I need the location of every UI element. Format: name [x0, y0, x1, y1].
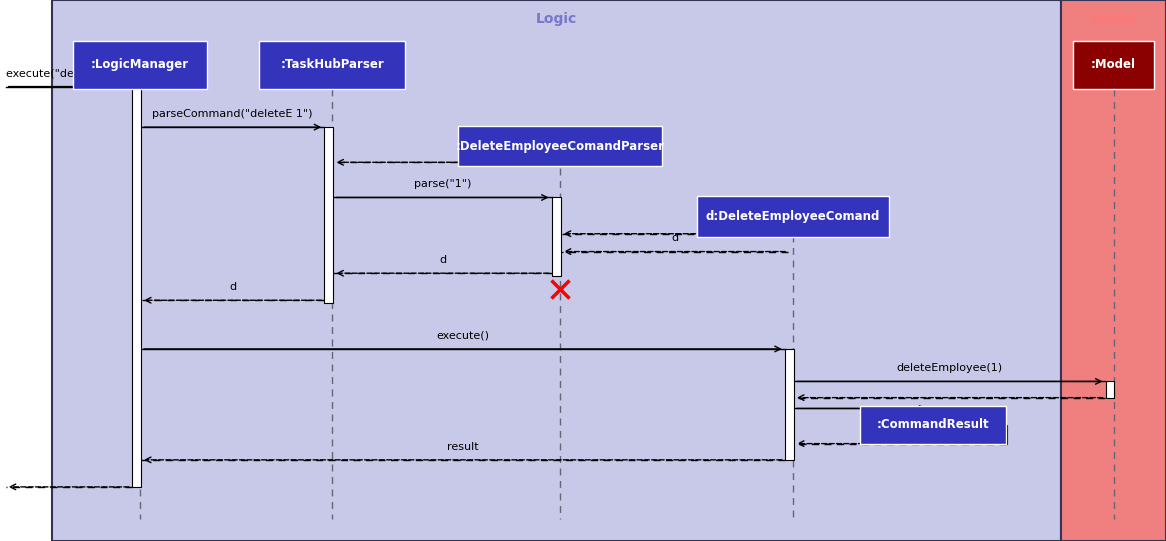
Bar — [259, 41, 406, 89]
Bar — [1105, 381, 1115, 398]
Text: execute(): execute() — [436, 331, 490, 341]
Text: parseCommand("deleteE 1"): parseCommand("deleteE 1") — [153, 109, 312, 119]
Bar — [72, 41, 206, 89]
Text: Model: Model — [1090, 12, 1137, 26]
Text: :DeleteEmployeeComandParser: :DeleteEmployeeComandParser — [455, 140, 665, 153]
Text: execute("deleteE 1"): execute("deleteE 1") — [6, 69, 122, 78]
Text: result: result — [447, 442, 479, 452]
Bar — [785, 349, 794, 460]
Bar — [324, 127, 333, 303]
Text: d: d — [670, 234, 679, 243]
Text: d:DeleteEmployeeComand: d:DeleteEmployeeComand — [705, 210, 880, 223]
Bar — [552, 197, 561, 276]
Bar — [697, 196, 890, 237]
Bar — [1061, 0, 1166, 541]
Bar — [457, 126, 661, 167]
Bar — [861, 406, 1005, 444]
Text: :CommandResult: :CommandResult — [877, 418, 989, 431]
Text: :LogicManager: :LogicManager — [91, 58, 189, 71]
Text: parse("1"): parse("1") — [414, 180, 471, 189]
Text: :Model: :Model — [1091, 58, 1136, 71]
Bar — [998, 425, 1007, 444]
Text: d: d — [438, 255, 447, 265]
Bar — [52, 0, 1061, 541]
Bar — [132, 87, 141, 487]
Text: Logic: Logic — [536, 12, 577, 26]
Bar — [1073, 41, 1154, 89]
Text: d: d — [229, 282, 237, 292]
Text: deleteEmployee(1): deleteEmployee(1) — [897, 364, 1003, 373]
Text: :TaskHubParser: :TaskHubParser — [281, 58, 384, 71]
